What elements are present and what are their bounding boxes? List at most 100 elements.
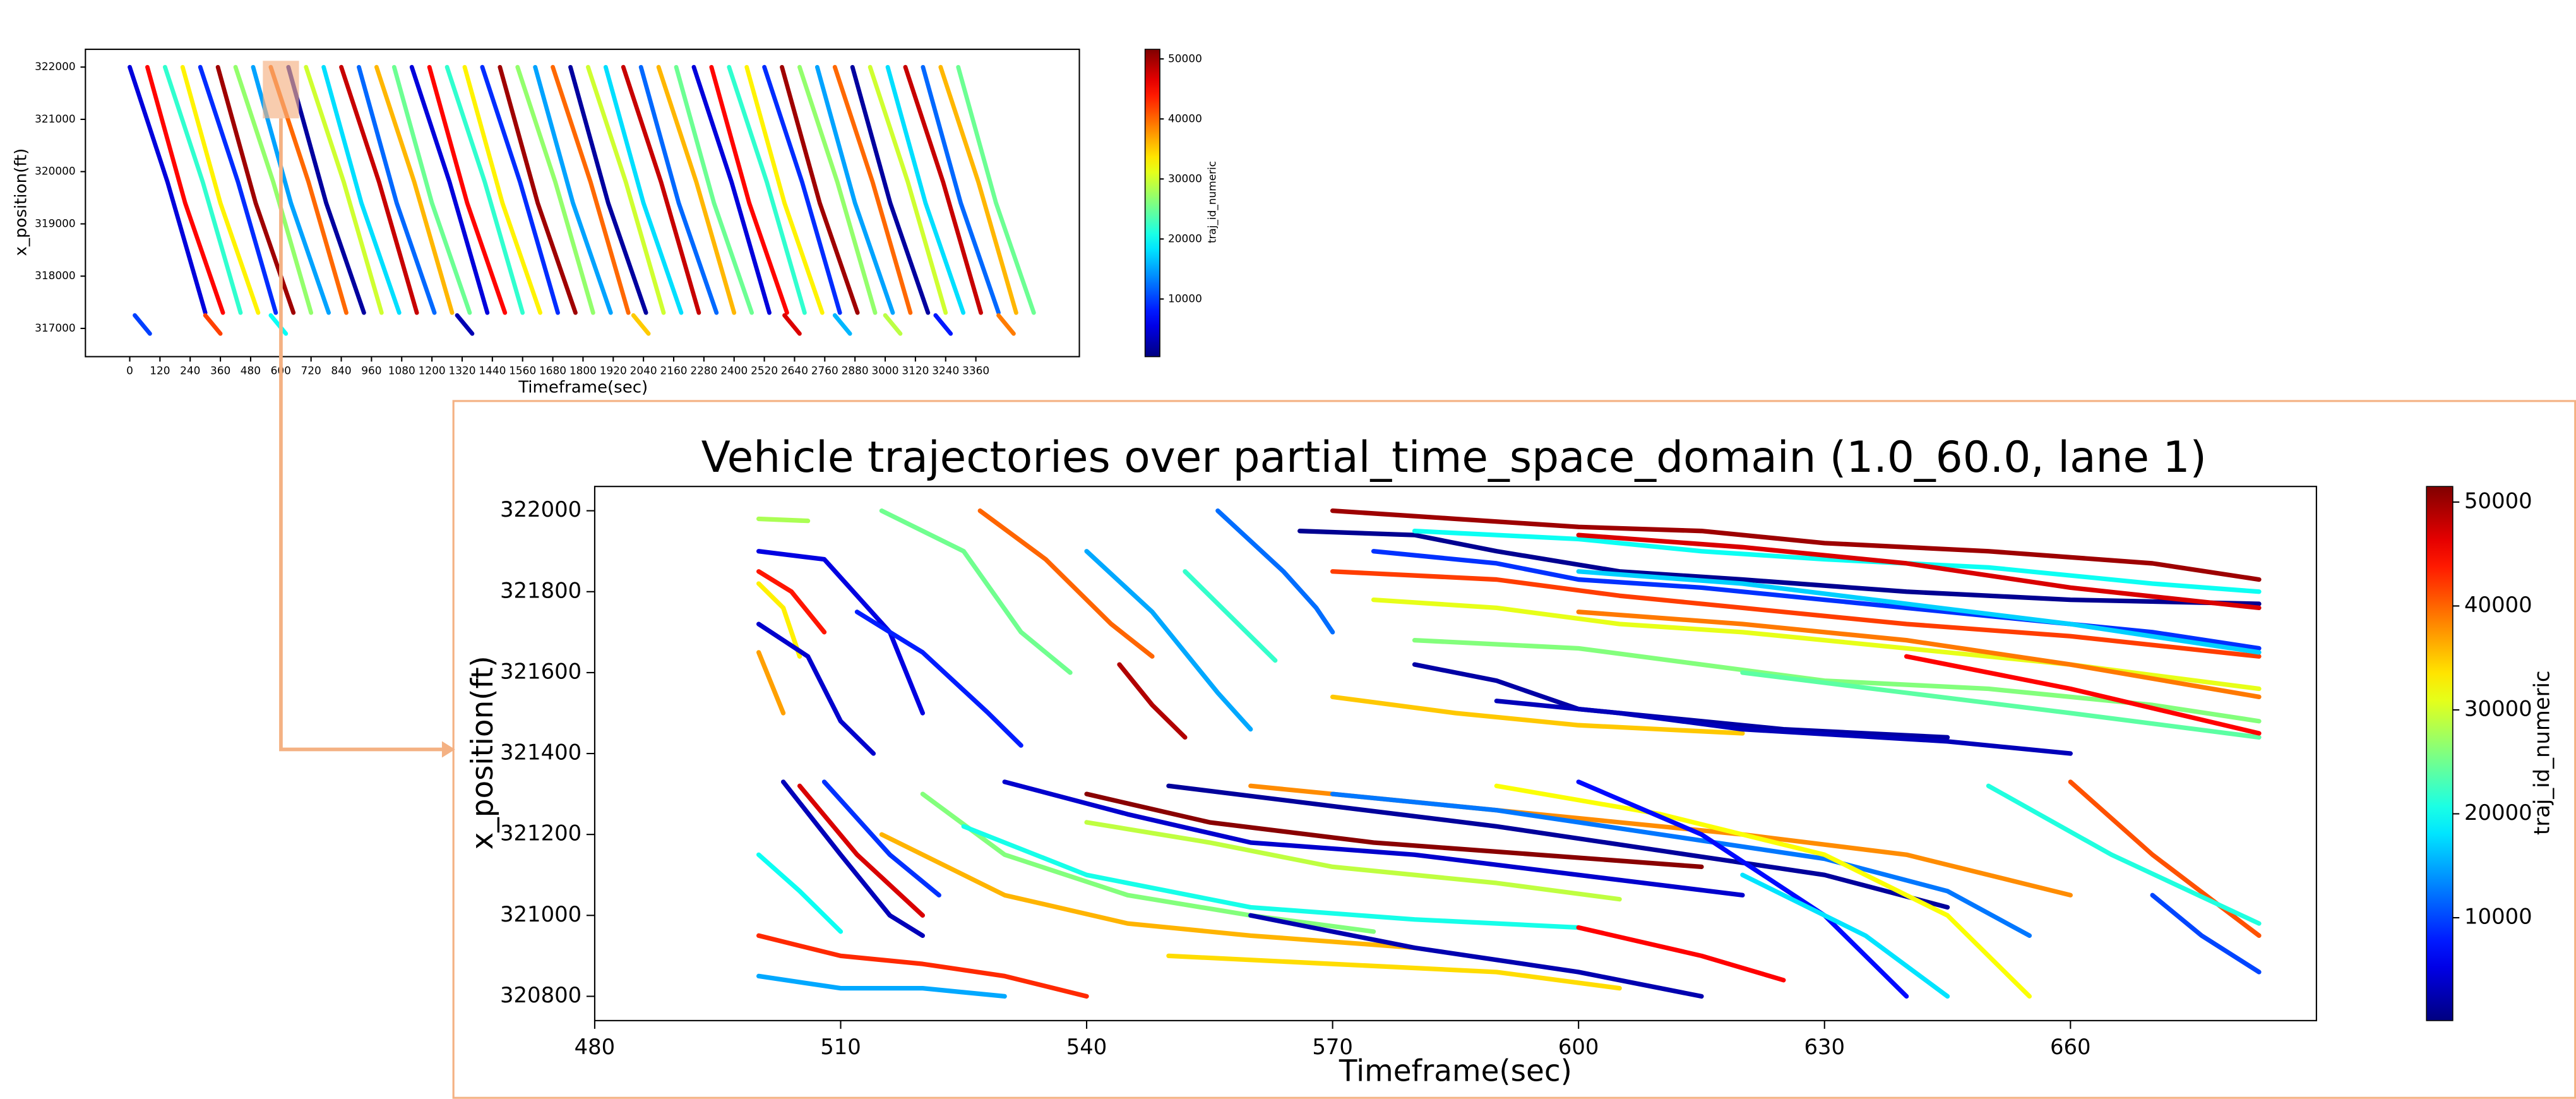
trajectory xyxy=(1904,654,2262,736)
y-tick-label: 319000 xyxy=(35,217,76,229)
trajectory xyxy=(782,313,802,336)
x-tick-label: 510 xyxy=(820,1035,861,1059)
x-tick-label: 600 xyxy=(1558,1035,1599,1059)
trajectory xyxy=(1117,662,1188,740)
trajectory xyxy=(920,791,1376,934)
trajectory xyxy=(1576,569,2262,655)
trajectory xyxy=(1084,549,1253,732)
trajectory xyxy=(879,832,1417,951)
trajectory xyxy=(961,824,1581,930)
trajectory xyxy=(1002,779,1745,898)
x-tick-label: 840 xyxy=(331,364,351,377)
y-tick-label: 322000 xyxy=(500,497,581,522)
trajectory xyxy=(933,313,953,336)
trajectory xyxy=(1494,699,2073,756)
y-tick-label: 321000 xyxy=(35,112,76,125)
colorbar-tick-label: 10000 xyxy=(2464,904,2532,928)
chart-title: Vehicle trajectories over partial_time_s… xyxy=(701,432,2207,482)
x-tick-label: 480 xyxy=(575,1035,616,1059)
trajectory xyxy=(1330,791,2032,938)
x-tick-label: 0 xyxy=(126,364,133,377)
trajectory xyxy=(145,64,225,315)
trajectory xyxy=(656,64,737,315)
trajectory xyxy=(756,622,876,756)
x-tick-label: 630 xyxy=(1804,1035,1845,1059)
trajectory xyxy=(603,64,684,315)
y-tick-label: 322000 xyxy=(35,60,76,73)
zoom-arrow-head xyxy=(441,741,455,758)
trajectory xyxy=(321,64,402,315)
x-tick-label: 2520 xyxy=(751,364,778,377)
y-tick-label: 318000 xyxy=(35,269,76,282)
x-tick-label: 1200 xyxy=(419,364,446,377)
trajectory xyxy=(1576,610,2262,699)
trajectory xyxy=(996,313,1016,336)
x-tick-label: 2880 xyxy=(842,364,869,377)
trajectory xyxy=(233,64,314,315)
trajectory xyxy=(1371,549,2262,651)
trajectory xyxy=(339,64,419,315)
trajectory xyxy=(198,64,278,315)
colorbar-tick-label: 20000 xyxy=(1168,232,1202,244)
y-axis-label: x_position(ft) xyxy=(11,148,30,256)
trajectory xyxy=(1297,529,2262,606)
trajectory xyxy=(1166,953,1622,991)
trajectory xyxy=(762,64,842,315)
colorbar-tick-label: 20000 xyxy=(2464,800,2532,825)
trajectory xyxy=(879,508,1073,675)
trajectory xyxy=(480,64,560,315)
trajectory xyxy=(427,64,508,315)
x-tick-label: 240 xyxy=(180,364,200,377)
x-tick-label: 120 xyxy=(150,364,170,377)
y-tick-label: 321000 xyxy=(500,902,581,927)
trajectory xyxy=(1248,913,1704,999)
trajectory xyxy=(304,64,384,315)
x-tick-label: 720 xyxy=(301,364,321,377)
colorbar-tick-label: 10000 xyxy=(1168,292,1202,304)
y-tick-label: 321600 xyxy=(500,659,581,683)
trajectory xyxy=(128,64,208,315)
trajectory xyxy=(780,64,860,315)
x-tick-label: 360 xyxy=(210,364,230,377)
trajectory xyxy=(868,64,948,315)
x-tick-label: 1800 xyxy=(569,364,597,377)
trajectory xyxy=(821,779,941,898)
x-tick-label: 3120 xyxy=(902,364,929,377)
x-tick-label: 2400 xyxy=(720,364,748,377)
trajectory xyxy=(709,64,789,315)
trajectory xyxy=(797,64,878,315)
x-tick-label: 1440 xyxy=(479,364,506,377)
zoom-arrow xyxy=(279,118,442,752)
x-tick-label: 1560 xyxy=(509,364,536,377)
y-axis-label: x_position(ft) xyxy=(466,656,500,850)
trajectory xyxy=(1330,508,2262,582)
trajectory xyxy=(1166,783,1950,910)
y-tick-label: 317000 xyxy=(35,321,76,334)
trajectory xyxy=(444,64,525,315)
y-tick-label: 321800 xyxy=(500,578,581,603)
trajectory xyxy=(956,64,1036,315)
x-tick-label: 660 xyxy=(2050,1035,2091,1059)
colorbar-tick-label: 50000 xyxy=(2464,488,2532,513)
zoom-frame xyxy=(452,400,2576,1099)
trajectory xyxy=(744,64,825,315)
trajectory xyxy=(756,569,827,635)
x-tick-label: 570 xyxy=(1312,1035,1353,1059)
trajectory xyxy=(1084,791,1704,870)
trajectory xyxy=(133,313,152,336)
trajectory xyxy=(727,64,807,315)
y-tick-label: 320000 xyxy=(35,165,76,177)
trajectory xyxy=(180,64,261,315)
trajectory xyxy=(2150,892,2262,975)
trajectory xyxy=(854,610,1023,748)
chart-1: 480 510 540 570 600 630 660 320800 321000 321200 3… xyxy=(466,432,2554,1089)
trajectory xyxy=(391,64,472,315)
trajectory xyxy=(756,549,925,716)
trajectory xyxy=(756,973,1007,999)
x-tick-label: 2280 xyxy=(690,364,717,377)
trajectory xyxy=(832,313,852,336)
trajectory xyxy=(203,313,223,336)
